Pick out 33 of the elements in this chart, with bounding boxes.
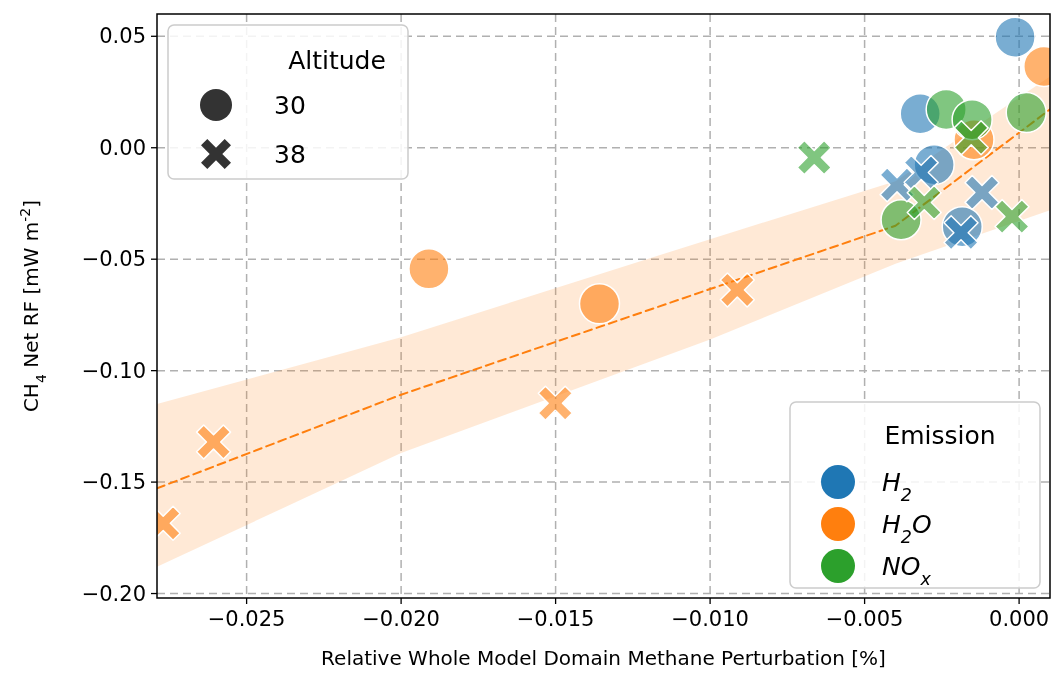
point: [1005, 91, 1047, 134]
legend-label: H$_{2}$: [882, 468, 912, 505]
point: [903, 154, 939, 191]
x-tick-label: −0.025: [207, 607, 286, 631]
point: [994, 16, 1036, 58]
x-axis-title: Relative Whole Model Domain Methane Perturbation [%]: [321, 646, 886, 670]
point: [964, 174, 1000, 211]
y-tick-label: 0.00: [99, 135, 146, 160]
x-tick-label: −0.020: [362, 607, 440, 631]
point: [537, 385, 574, 421]
annotation: 30: [274, 91, 306, 120]
y-tick-label: −0.05: [81, 247, 146, 272]
legend-title: Emission: [884, 421, 996, 450]
point: [906, 184, 942, 221]
point: [719, 272, 756, 308]
point: [195, 424, 232, 460]
annotation: Altitude: [288, 46, 386, 75]
annotation: 38: [274, 140, 306, 169]
point: [994, 198, 1030, 235]
point: [408, 248, 450, 290]
point: [880, 198, 922, 241]
x-tick-label: 0.000: [989, 607, 1050, 631]
y-tick-label: −0.10: [81, 358, 146, 383]
y-tick-label: −0.20: [81, 581, 146, 606]
legend-label: H$_{2}$O: [882, 510, 932, 547]
y-tick-label: −0.15: [81, 470, 146, 495]
y-tick-label: 0.05: [99, 24, 146, 49]
x-tick-label: −0.005: [825, 607, 904, 631]
point: [578, 283, 621, 325]
x-tick-label: −0.010: [671, 607, 749, 631]
x-tick-label: −0.015: [516, 607, 595, 631]
point: [796, 139, 832, 176]
legend-label: NO$_{x}$: [882, 552, 932, 589]
